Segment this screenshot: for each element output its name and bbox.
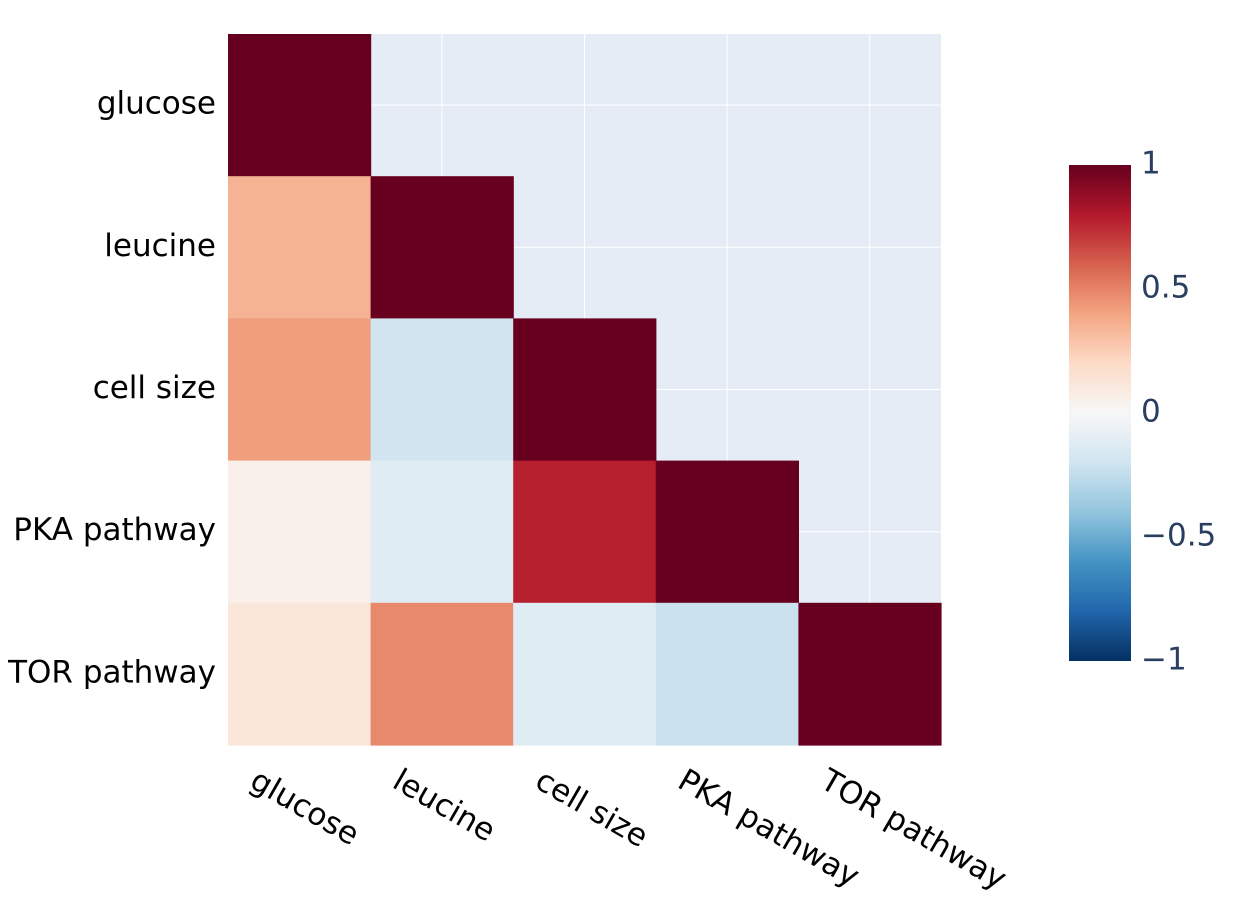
heatmap-cell: [370, 318, 514, 462]
colorbar: 1 0.5 0 −0.5 −1: [1069, 146, 1216, 678]
y-tick-label: glucose: [97, 86, 216, 122]
colorbar-tick-label: 0: [1141, 394, 1161, 430]
colorbar-tick-label: −1: [1141, 642, 1187, 678]
heatmap-cell: [798, 602, 942, 746]
heatmap-cell: [513, 318, 657, 462]
heatmap-cell: [655, 460, 799, 604]
x-tick-label: leucine: [387, 762, 502, 849]
colorbar-tick-label: −0.5: [1141, 518, 1216, 554]
y-tick-label: PKA pathway: [13, 512, 216, 548]
heatmap-cell: [370, 602, 514, 746]
heatmap-cell: [228, 176, 372, 319]
heatmap-cell: [228, 34, 372, 177]
heatmap-cell: [513, 460, 657, 604]
colorbar-bar: [1069, 165, 1131, 661]
y-axis-tick-labels: glucose leucine cell size PKA pathway TOR pa…: [7, 86, 216, 691]
y-tick-label: TOR pathway: [7, 654, 216, 690]
heatmap-cell: [513, 602, 657, 746]
heatmap-cell: [655, 602, 799, 746]
colorbar-tick-label: 0.5: [1141, 270, 1190, 306]
x-tick-label: cell size: [529, 762, 654, 855]
colorbar-tick-labels: 1 0.5 0 −0.5 −1: [1141, 146, 1216, 678]
y-tick-label: leucine: [104, 228, 216, 264]
x-tick-label: glucose: [244, 762, 365, 853]
heatmap-cells: [228, 34, 942, 746]
y-tick-label: cell size: [93, 370, 216, 406]
heatmap-cell: [370, 176, 514, 319]
colorbar-tick-label: 1: [1141, 146, 1161, 182]
heatmap-cell: [370, 460, 514, 604]
heatmap-cell: [228, 602, 372, 746]
heatmap-cell: [228, 318, 372, 462]
heatmap-cell: [228, 460, 372, 604]
